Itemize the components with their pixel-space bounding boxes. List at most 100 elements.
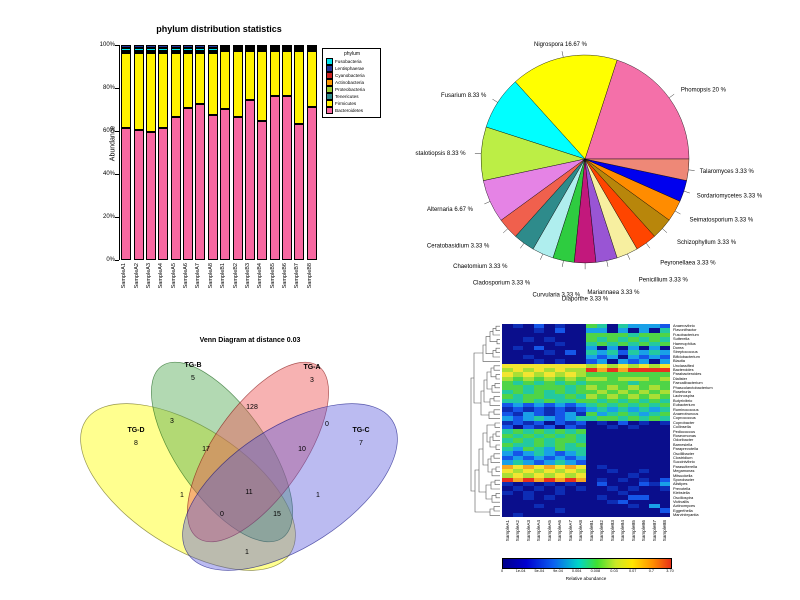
heatmap-cell xyxy=(628,460,639,465)
heatmap-cell xyxy=(586,332,597,338)
panel-pie-chart: Phomopsis 20 % Nigrospora 16.67 % Fusarium… xyxy=(408,14,800,314)
heatmap-cell xyxy=(554,429,565,434)
heatmap-row-label: Actinomyces xyxy=(673,503,696,509)
heatmap-cell xyxy=(512,354,523,360)
heatmap-cell xyxy=(533,345,544,351)
colorbar-tick-label: 0.7 xyxy=(648,569,654,573)
heatmap-cell xyxy=(649,424,660,430)
x-axis-label: SampleB1 xyxy=(220,263,227,289)
heatmap-cell xyxy=(649,389,660,395)
heatmap-row-label: Eubacterium xyxy=(673,402,695,408)
heatmap-cell xyxy=(523,420,534,425)
heatmap-cell xyxy=(586,477,597,483)
heatmap-cell xyxy=(512,367,523,373)
bar-segment-firmicutes xyxy=(207,52,218,115)
heatmap-cell xyxy=(628,486,639,491)
heatmap-cell xyxy=(523,341,534,346)
heatmap-cell xyxy=(596,411,607,417)
heatmap-cell xyxy=(575,403,586,408)
heatmap-cell xyxy=(533,328,544,333)
heatmap-cell xyxy=(502,363,513,368)
heatmap-cell xyxy=(617,446,628,452)
heatmap-cell xyxy=(523,385,534,390)
bar-segment-proteobacteria xyxy=(195,50,206,53)
bar-segment-proteobacteria xyxy=(306,48,317,52)
heatmap-cell xyxy=(649,363,660,368)
pie-slice-label: Nigrospora 16.67 % xyxy=(534,42,588,48)
heatmap-cell xyxy=(565,345,576,351)
legend-swatch xyxy=(326,58,333,65)
heatmap-cell xyxy=(554,482,565,487)
heatmap-cell xyxy=(575,451,586,456)
heatmap-cell xyxy=(596,420,607,425)
heatmap-cell xyxy=(607,345,618,351)
heatmap-cell xyxy=(575,341,586,346)
heatmap-cell xyxy=(586,381,597,386)
heatmap-row-label: Coprobacter xyxy=(673,419,695,425)
heatmap-cell xyxy=(512,482,523,487)
legend-label: Cyanobacteria xyxy=(335,73,365,78)
venn-set-count-tg-c: 7 xyxy=(359,440,363,447)
heatmap-cell xyxy=(523,350,534,355)
bar-chart-y-axis xyxy=(119,45,120,260)
bar-segment-fusobacteria xyxy=(257,47,268,49)
heatmap-cell xyxy=(628,416,639,421)
panel-venn: Venn Diagram at distance 0.03 TG-D 8 TG-B 5… xyxy=(40,332,420,592)
heatmap-cell xyxy=(544,324,555,329)
heatmap-cell xyxy=(586,464,597,469)
heatmap-cell xyxy=(544,354,555,360)
bar-chart-y-axis-label: Abundance xyxy=(109,125,117,162)
heatmap-cell xyxy=(554,499,565,505)
heatmap-cell xyxy=(596,372,607,377)
heatmap-cell xyxy=(628,468,639,474)
heatmap-cell xyxy=(523,324,534,329)
heatmap-cell xyxy=(533,490,544,496)
bar-chart-title: phylum distribution statistics xyxy=(156,24,282,34)
heatmap-cell xyxy=(586,324,597,329)
heatmap-cell xyxy=(554,337,565,342)
heatmap-cell xyxy=(607,403,618,408)
stacked-bar xyxy=(207,45,218,260)
heatmap-cell xyxy=(617,394,628,399)
heatmap-cell xyxy=(544,473,555,478)
heatmap-cell xyxy=(596,455,607,461)
heatmap-cell xyxy=(512,332,523,338)
venn-region-count-bac: 10 xyxy=(298,446,306,453)
bar-segment-lentisphaerae xyxy=(220,45,231,47)
bar-segment-lentisphaerae xyxy=(121,45,132,48)
venn-set-label-tg-c: TG-C xyxy=(352,427,369,434)
bar-chart-legend-items: Fusobacteria Lentisphaerae Cyanobacteria Ac… xyxy=(326,58,378,114)
heatmap-cell xyxy=(544,451,555,456)
heatmap-cell xyxy=(649,394,660,399)
heatmap-cell xyxy=(649,367,660,373)
bar-segment-bacteroidetes xyxy=(195,104,206,260)
heatmap-cell xyxy=(659,438,670,443)
heatmap-cell xyxy=(565,504,576,509)
heatmap-cell xyxy=(628,433,639,439)
heatmap-cell xyxy=(512,473,523,478)
panel-heatmap: Anaerovibrio Flavonifractor Fusobacterium S… xyxy=(468,318,800,596)
heatmap-cell xyxy=(617,341,628,346)
heatmap-cell xyxy=(607,512,618,518)
stacked-bar xyxy=(121,45,132,260)
legend-item: Bacteroidetes xyxy=(326,107,378,114)
heatmap-cell xyxy=(575,433,586,439)
heatmap-cell xyxy=(533,442,544,447)
heatmap-cell xyxy=(659,389,670,395)
heatmap-cell xyxy=(617,403,628,408)
heatmap-row-label: Roseburia xyxy=(673,389,691,394)
heatmap-cell xyxy=(544,332,555,338)
heatmap-cell xyxy=(617,490,628,496)
heatmap-cell xyxy=(649,460,660,465)
heatmap-cell xyxy=(512,455,523,461)
heatmap-cell xyxy=(628,495,639,500)
heatmap-cell xyxy=(628,499,639,505)
legend-item: Lentisphaerae xyxy=(326,65,378,72)
heatmap-cell xyxy=(596,398,607,404)
heatmap-cell xyxy=(565,332,576,338)
heatmap-cell xyxy=(586,429,597,434)
bar-segment-bacteroidetes xyxy=(282,95,293,260)
heatmap-cell xyxy=(554,407,565,412)
pie-slice-nigrospora xyxy=(515,54,618,160)
legend-swatch xyxy=(326,86,333,93)
